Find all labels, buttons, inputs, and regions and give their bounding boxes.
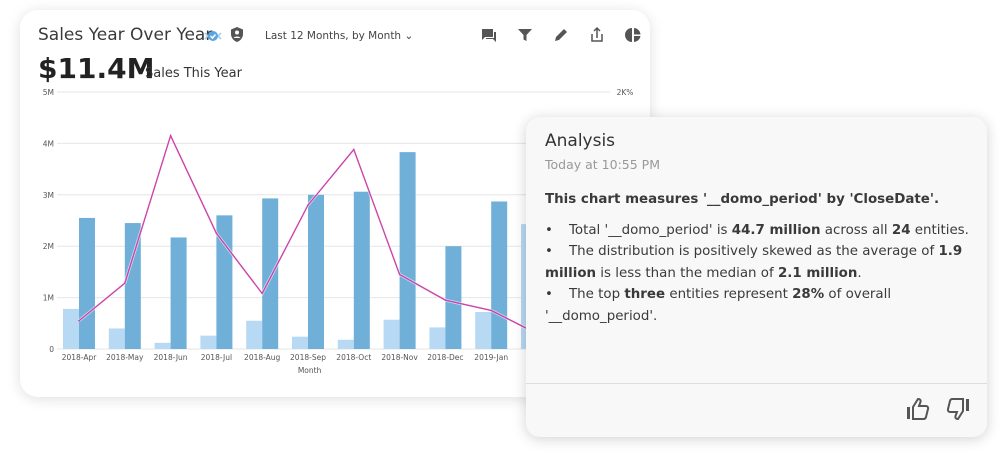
analysis-timestamp: Today at 10:55 PM	[545, 157, 660, 172]
feedback-buttons	[905, 397, 971, 425]
period-dropdown[interactable]: Last 12 Months, by Month ⌄	[265, 30, 413, 42]
bullet-text: The top	[569, 287, 625, 302]
bar	[292, 336, 308, 349]
y-tick-label: 3M	[43, 191, 54, 200]
share-icon[interactable]	[588, 26, 606, 44]
line-point	[307, 204, 309, 206]
bullet-dot: •	[545, 287, 553, 302]
bar	[383, 319, 400, 349]
x-tick-label: 2018-Nov	[381, 353, 418, 362]
analysis-panel: Analysis Today at 10:55 PM This chart me…	[526, 117, 987, 437]
line-point	[78, 319, 80, 322]
bar	[399, 152, 416, 349]
x-tick-label: 2018-Oct	[336, 353, 371, 362]
bar	[246, 320, 263, 349]
bar	[108, 328, 125, 349]
bar	[445, 246, 462, 349]
bar	[262, 198, 279, 349]
bar	[170, 237, 187, 349]
x-tick-label: 2018-Jun	[154, 353, 188, 362]
chevron-down-icon: ⌄	[404, 30, 414, 42]
bullet-highlight: three	[624, 287, 666, 302]
bullet-text: Total '__domo_period' is	[569, 222, 732, 238]
thumbs-up-icon[interactable]	[905, 397, 931, 425]
line-point	[353, 148, 355, 151]
analysis-bullets: • Total '__domo_period' is 44.7 million a…	[545, 220, 975, 328]
pencil-icon[interactable]	[552, 26, 570, 44]
card-toolbar	[480, 26, 642, 44]
line-point	[215, 232, 218, 235]
y-right-tick-label: 2K%	[617, 88, 634, 97]
x-axis-label: Month	[298, 366, 322, 375]
bullet-text: entities represent	[665, 287, 793, 302]
line-point	[490, 309, 493, 312]
bullet-text: .	[857, 265, 862, 281]
analysis-body: This chart measures '__domo_period' by '…	[545, 189, 975, 327]
pie-chart-icon[interactable]	[624, 26, 642, 44]
analysis-lead: This chart measures '__domo_period' by '…	[545, 192, 940, 207]
divider	[526, 383, 987, 384]
bar	[475, 311, 492, 349]
x-tick-label: 2018-Jul	[201, 353, 232, 362]
line-point	[169, 134, 172, 137]
bar	[124, 223, 141, 349]
line-point	[261, 292, 263, 295]
analysis-title: Analysis	[545, 131, 616, 151]
y-tick-label: 0	[49, 345, 54, 354]
bullet-highlight: 24	[891, 222, 911, 238]
bullet-highlight: 28%	[792, 287, 825, 302]
x-tick-label: 2018-May	[106, 353, 144, 362]
x-tick-label: 2019-Jan	[474, 353, 508, 362]
bullet-highlight: 2.1 million	[777, 265, 858, 281]
bar	[308, 194, 324, 349]
comments-icon[interactable]	[480, 26, 498, 44]
line-point	[444, 299, 447, 301]
x-tick-label: 2018-Sep	[290, 353, 326, 362]
bullet-text: of overall '__domo_period'.	[545, 287, 892, 324]
y-tick-label: 1M	[43, 294, 54, 303]
y-tick-label: 5M	[43, 88, 54, 97]
summary-value: $11.4M	[38, 52, 155, 85]
analysis-bullet: • The top three entities represent 28% of…	[545, 284, 975, 327]
bar	[63, 308, 79, 349]
bar	[429, 327, 446, 349]
bullet-text: The distribution is positively skewed as…	[569, 244, 939, 259]
y-tick-label: 2M	[43, 242, 54, 251]
bullet-dot: •	[545, 244, 553, 259]
bullet-text: across all	[820, 222, 892, 238]
bar	[337, 339, 354, 349]
x-tick-label: 2018-Apr	[62, 353, 98, 362]
bar	[353, 191, 370, 349]
y-tick-label: 4M	[43, 139, 54, 148]
card-title[interactable]: Sales Year Over Year	[38, 25, 213, 45]
summary-label: Sales This Year	[145, 66, 242, 81]
bar	[154, 342, 171, 349]
filter-icon[interactable]	[516, 26, 534, 44]
bullet-text: entities.	[910, 222, 969, 238]
bullet-highlight: 1.9 million	[545, 244, 963, 281]
line-point	[398, 273, 401, 276]
bar	[491, 201, 508, 349]
thumbs-down-icon[interactable]	[945, 397, 971, 425]
bullet-text: is less than the median of	[596, 265, 778, 281]
bar	[79, 217, 95, 349]
bullet-dot: •	[545, 222, 553, 238]
x-tick-label: 2018-Dec	[427, 353, 463, 362]
certified-icon	[204, 28, 222, 47]
analysis-bullet: • The distribution is positively skewed a…	[545, 241, 975, 284]
shield-user-icon[interactable]	[230, 27, 244, 46]
period-label: Last 12 Months, by Month	[265, 30, 402, 42]
line-point	[124, 282, 126, 285]
bullet-highlight: 44.7 million	[731, 222, 821, 238]
x-tick-label: 2018-Aug	[244, 353, 281, 362]
analysis-bullet: • Total '__domo_period' is 44.7 million a…	[545, 220, 975, 242]
bar	[200, 335, 217, 349]
